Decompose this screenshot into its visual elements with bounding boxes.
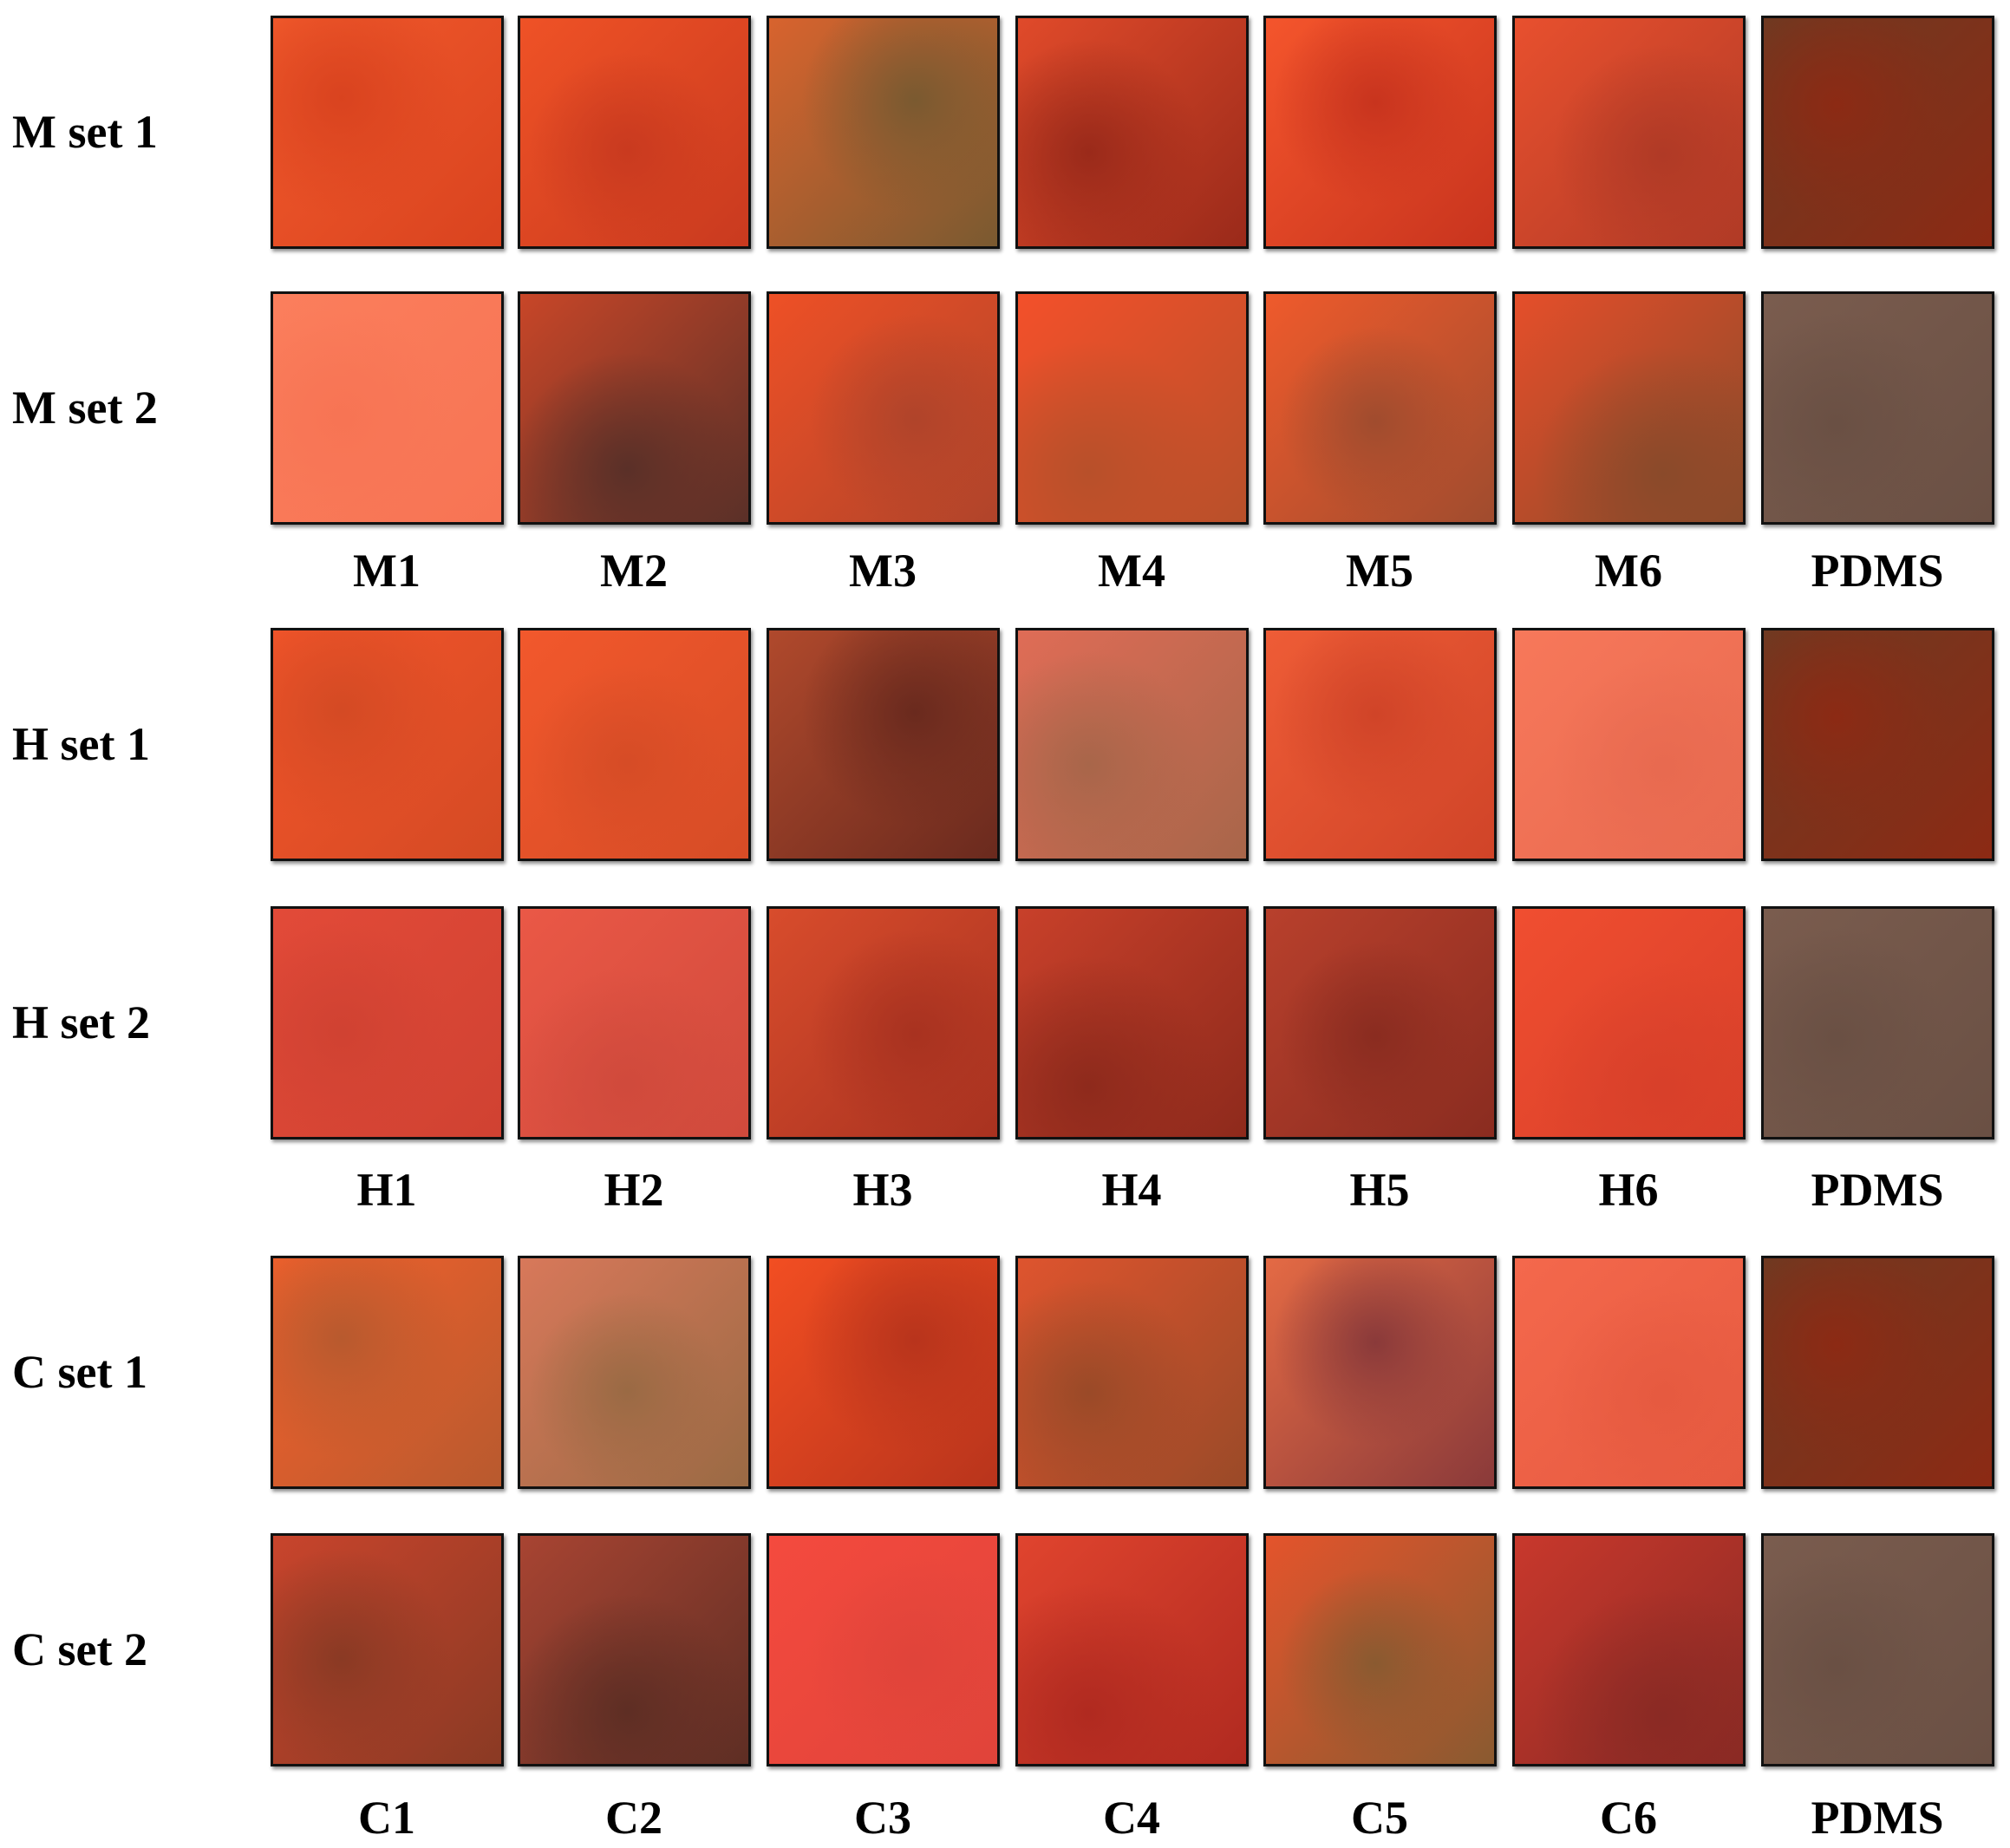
sample-photo [271,291,504,525]
sample-photo [1015,906,1249,1139]
sample-photo [1761,628,1994,861]
row-label: M set 1 [12,106,158,158]
sample-photo [1263,1256,1497,1489]
row-label: M set 2 [12,382,158,434]
column-label: PDMS [1811,1164,1944,1216]
column-label: M2 [600,545,668,597]
column-label: M6 [1595,545,1662,597]
sample-photo [518,1533,751,1766]
row-label: H set 2 [12,996,150,1048]
sample-photo [518,628,751,861]
column-label: M4 [1098,545,1165,597]
column-label: H1 [356,1164,417,1216]
sample-photo [1761,906,1994,1139]
sample-photo [271,628,504,861]
sample-photo [1263,16,1497,249]
column-label: M1 [353,545,421,597]
sample-photo [271,1256,504,1489]
sample-photo [1512,1256,1746,1489]
column-label: H3 [852,1164,913,1216]
column-label: C3 [854,1792,911,1844]
sample-photo [767,16,1000,249]
column-label: H6 [1598,1164,1659,1216]
sample-photo [1761,1256,1994,1489]
column-label: PDMS [1811,545,1944,597]
sample-photo [1015,291,1249,525]
sample-photo [1263,291,1497,525]
sample-photo [767,1256,1000,1489]
row-label: C set 2 [12,1623,147,1675]
sample-photo [1512,906,1746,1139]
column-label: M5 [1346,545,1413,597]
column-label: C4 [1103,1792,1160,1844]
column-label: H4 [1101,1164,1162,1216]
sample-photo [767,628,1000,861]
sample-photo [1263,1533,1497,1766]
sample-photo [1761,291,1994,525]
sample-photo [1015,1256,1249,1489]
sample-photo [271,16,504,249]
sample-photo [518,1256,751,1489]
column-label: C5 [1351,1792,1408,1844]
sample-photo [1512,16,1746,249]
sample-photo [1761,16,1994,249]
sample-photo [271,1533,504,1766]
sample-photo [1015,1533,1249,1766]
sample-photo [1015,16,1249,249]
sample-photo [1263,906,1497,1139]
column-label: H2 [604,1164,664,1216]
column-label: PDMS [1811,1792,1944,1844]
column-label: M3 [849,545,917,597]
sample-photo [1761,1533,1994,1766]
sample-photo [1015,628,1249,861]
row-label: C set 1 [12,1346,147,1398]
sample-photo [1512,1533,1746,1766]
sample-photo [1263,628,1497,861]
sample-photo [767,291,1000,525]
sample-photo [767,1533,1000,1766]
row-label: H set 1 [12,718,150,770]
sample-photo [1512,291,1746,525]
sample-photo [518,16,751,249]
sample-photo [271,906,504,1139]
sample-photo [518,291,751,525]
column-label: C2 [605,1792,662,1844]
sample-photo [518,906,751,1139]
column-label: C1 [358,1792,415,1844]
column-label: C6 [1600,1792,1657,1844]
sample-photo [1512,628,1746,861]
column-label: H5 [1349,1164,1410,1216]
sample-photo [767,906,1000,1139]
